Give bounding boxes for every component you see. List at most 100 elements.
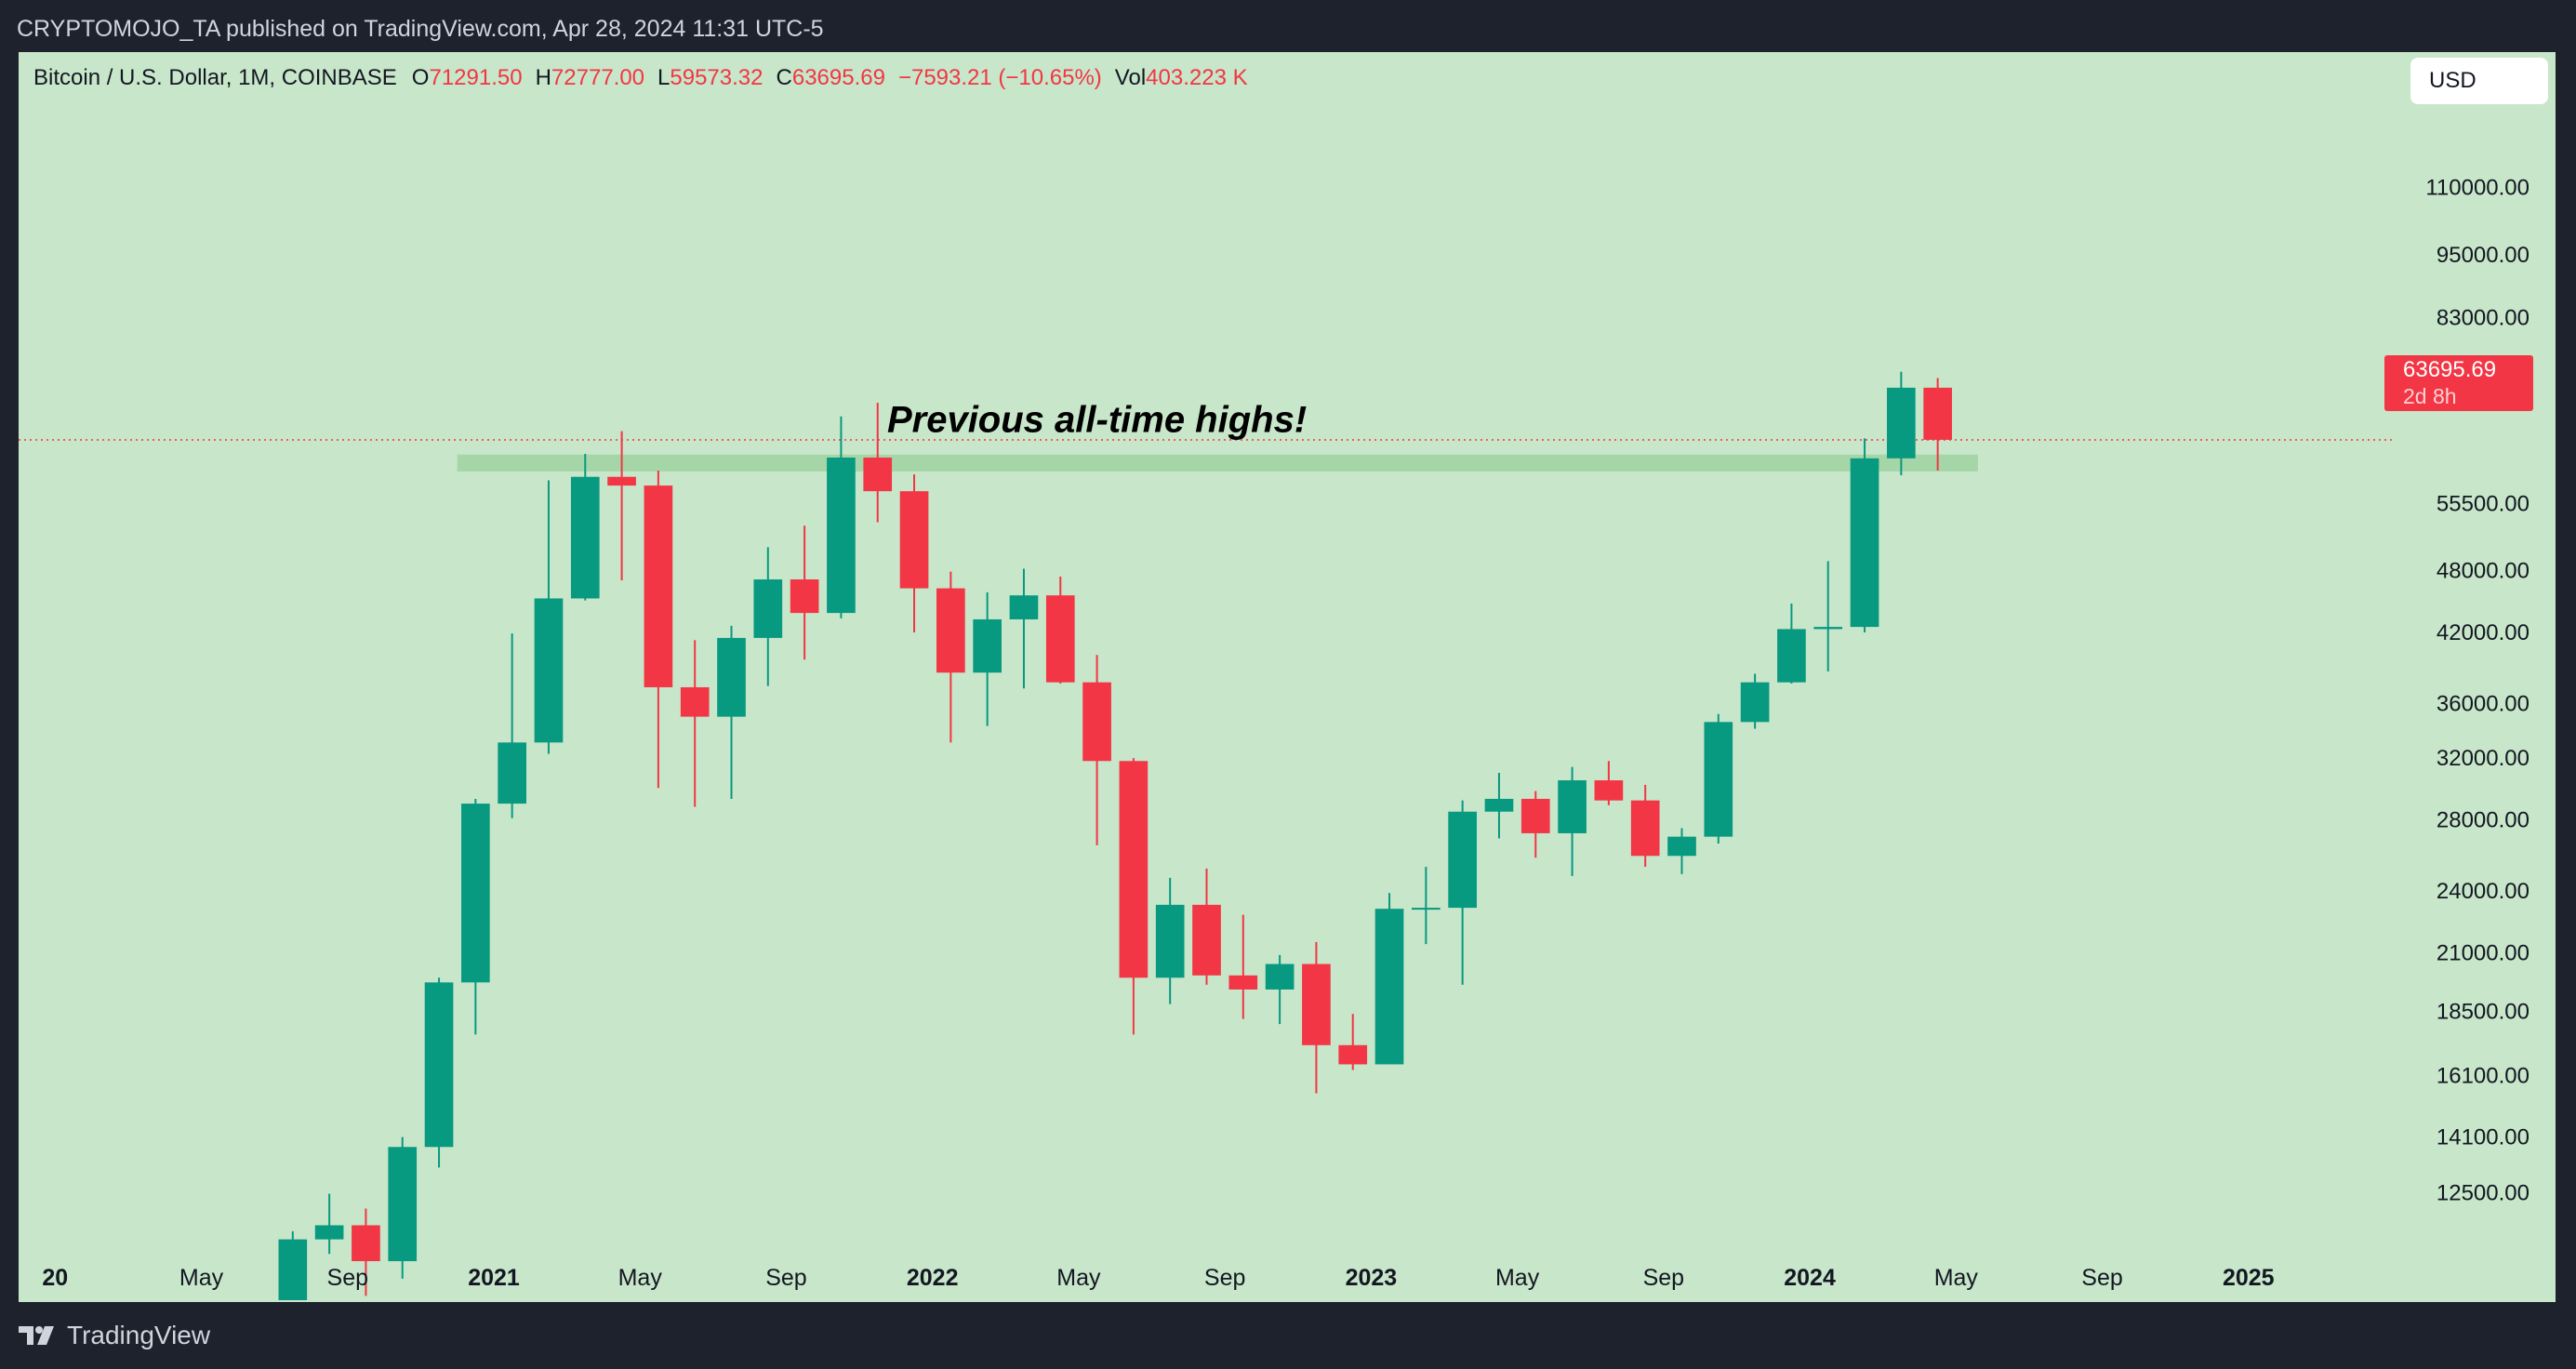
x-tick-label: Sep [765, 1265, 806, 1291]
candle-2021-07[interactable] [717, 625, 746, 799]
candle-body [973, 618, 1002, 673]
x-tick-label: May [1934, 1265, 1979, 1291]
candle-2023-12[interactable] [1777, 603, 1806, 684]
x-tick-label: 2025 [2223, 1265, 2275, 1291]
candle-body [1412, 908, 1441, 910]
tradingview-brand[interactable]: TradingView [67, 1321, 211, 1349]
candle-2022-08[interactable] [1192, 868, 1221, 985]
candle-2020-07[interactable] [278, 1230, 308, 1300]
candle-body [1338, 1044, 1368, 1065]
candle-2022-07[interactable] [1155, 877, 1185, 1004]
candle-body [1667, 836, 1696, 857]
chart-area[interactable]: Previous all-time highs! 110000.00 95000.0… [19, 52, 2556, 1302]
candle-2021-10[interactable] [827, 416, 856, 618]
candle-2022-02[interactable] [973, 591, 1002, 726]
candle-2022-01[interactable] [936, 571, 965, 743]
annotation-text: Previous all-time highs! [887, 399, 1307, 440]
candle-2021-11[interactable] [863, 403, 893, 523]
candle-body [1923, 387, 1952, 440]
candle-2023-07[interactable] [1594, 761, 1624, 805]
candle-2020-10[interactable] [388, 1136, 418, 1279]
candle-body [278, 1239, 308, 1300]
candle-2024-04[interactable] [1923, 378, 1952, 471]
candle-2023-05[interactable] [1520, 791, 1550, 858]
low-label: L [657, 65, 671, 90]
candle-2020-09[interactable] [352, 1208, 380, 1296]
candle-body [424, 982, 454, 1148]
candle-2022-03[interactable] [1009, 568, 1039, 689]
candle-2023-11[interactable] [1740, 673, 1770, 729]
candle-2023-09[interactable] [1667, 828, 1696, 874]
candle-body [1009, 595, 1039, 619]
candle-2022-09[interactable] [1228, 914, 1258, 1019]
candle-2021-01[interactable] [498, 633, 526, 818]
currency-button[interactable]: USD [2410, 58, 2548, 104]
y-tick-label: 83000.00 [2437, 305, 2530, 330]
x-tick-label: 20 [42, 1265, 68, 1291]
candle-body [827, 458, 856, 614]
candle-2023-03[interactable] [1448, 800, 1477, 985]
candle-2021-06[interactable] [680, 640, 710, 807]
y-tick-label: 18500.00 [2437, 1000, 2530, 1025]
candle-body [1082, 682, 1111, 762]
candle-2021-03[interactable] [570, 453, 600, 601]
candle-body [498, 742, 526, 804]
y-tick-label: 21000.00 [2437, 941, 2530, 966]
candle-2024-01[interactable] [1813, 561, 1843, 671]
candle-body [1777, 629, 1806, 683]
y-tick-label: 36000.00 [2437, 692, 2530, 717]
candle-body [1520, 798, 1550, 833]
candle-body [1045, 595, 1075, 683]
candle-2023-04[interactable] [1484, 772, 1514, 839]
candle-body [607, 476, 636, 486]
y-tick-label: 32000.00 [2437, 746, 2530, 771]
candle-2023-02[interactable] [1412, 866, 1441, 945]
candle-2021-04[interactable] [607, 431, 636, 581]
x-tick-label: May [1056, 1265, 1101, 1291]
candle-body [863, 458, 893, 492]
candle-2022-10[interactable] [1265, 954, 1295, 1025]
candle-countdown: 2d 8h [2403, 384, 2457, 408]
candle-body [1704, 722, 1733, 837]
candle-body [899, 491, 929, 589]
candle-body [1192, 904, 1221, 976]
y-tick-label: 55500.00 [2437, 491, 2530, 516]
y-tick-label: 14100.00 [2437, 1125, 2530, 1150]
candlestick-chart[interactable]: Previous all-time highs! 110000.00 95000.0… [19, 52, 2556, 1302]
current-price-value: 63695.69 [2403, 357, 2497, 382]
x-tick-label: Sep [1643, 1265, 1684, 1291]
candle-2022-04[interactable] [1045, 576, 1075, 684]
x-tick-label: May [179, 1265, 224, 1291]
candle-body [936, 588, 965, 673]
open-value: 71291.50 [429, 65, 523, 90]
x-tick-label: Sep [2081, 1265, 2122, 1291]
tradingview-logo-icon[interactable] [19, 1324, 58, 1347]
x-tick-label: Sep [1204, 1265, 1245, 1291]
candle-2022-12[interactable] [1338, 1014, 1368, 1070]
candle-2021-05[interactable] [644, 470, 673, 789]
candle-2024-03[interactable] [1887, 371, 1916, 476]
candle-2021-12[interactable] [899, 474, 929, 632]
volume-value: 403.223 K [1146, 65, 1248, 90]
candle-2023-06[interactable] [1558, 766, 1587, 876]
candle-2021-08[interactable] [753, 547, 783, 686]
candle-2020-11[interactable] [424, 977, 454, 1168]
candle-2024-02[interactable] [1850, 438, 1879, 632]
candle-2021-02[interactable] [534, 480, 564, 754]
volume-label: Vol [1114, 65, 1147, 90]
candle-2022-05[interactable] [1082, 655, 1111, 845]
x-tick-label: 2022 [907, 1265, 959, 1291]
candle-2023-10[interactable] [1704, 713, 1733, 844]
candle-2023-08[interactable] [1630, 784, 1660, 867]
candle-2021-09[interactable] [790, 525, 819, 660]
candle-2022-11[interactable] [1302, 941, 1331, 1094]
candle-body [1119, 761, 1149, 978]
x-tick-label: 2021 [468, 1265, 520, 1291]
candle-2020-12[interactable] [461, 798, 490, 1035]
candle-2022-06[interactable] [1119, 758, 1149, 1035]
y-tick-label: 48000.00 [2437, 559, 2530, 584]
candle-body [680, 686, 710, 717]
candle-body [1484, 798, 1514, 812]
candle-2023-01[interactable] [1374, 893, 1404, 1065]
candle-2020-08[interactable] [314, 1193, 344, 1255]
